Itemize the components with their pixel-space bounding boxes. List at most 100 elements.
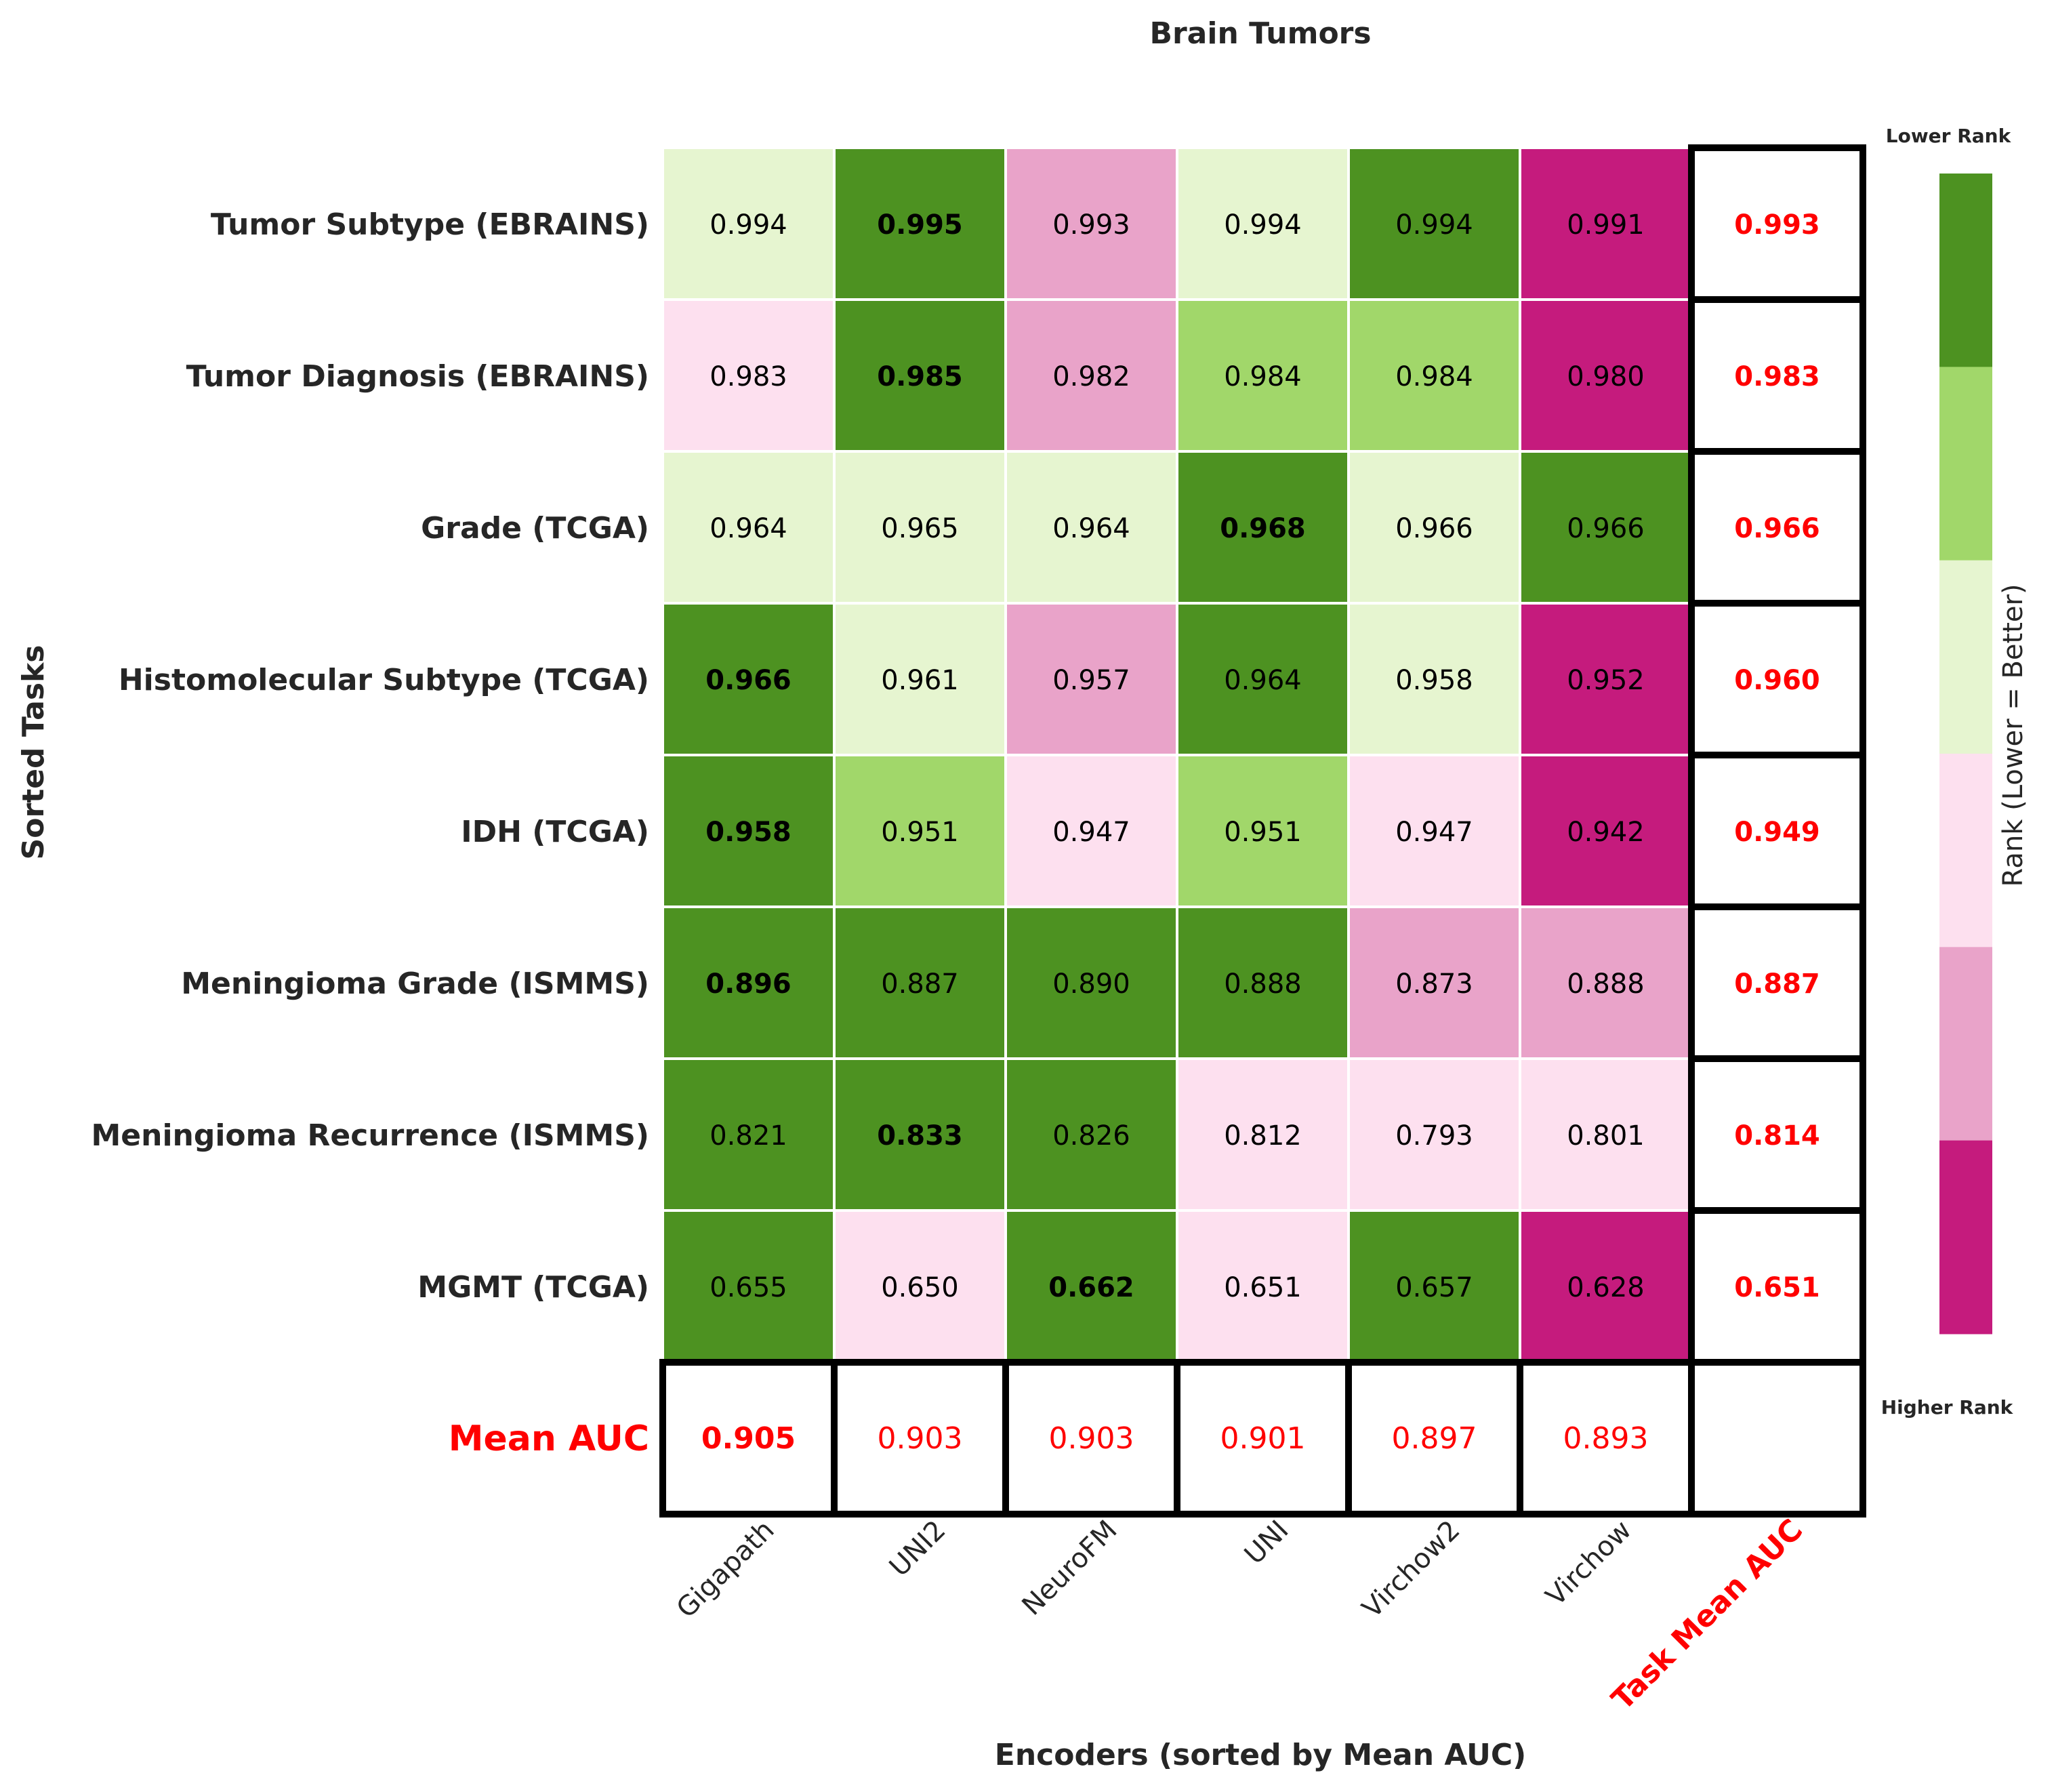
cell-value: 0.887 bbox=[881, 969, 959, 1000]
colorbar-segment bbox=[1939, 367, 1992, 561]
heatmap-cell bbox=[1519, 450, 1693, 605]
cell-value: 0.964 bbox=[1052, 513, 1130, 544]
cell-value: 0.655 bbox=[710, 1272, 787, 1303]
heatmap-cell bbox=[1347, 1057, 1521, 1212]
column-label: UNI bbox=[1239, 1515, 1295, 1571]
cell-value: 0.964 bbox=[710, 513, 787, 544]
heatmap-cell bbox=[1176, 1209, 1350, 1364]
column-label: Virchow bbox=[1540, 1515, 1638, 1612]
cell-value: 0.966 bbox=[1567, 513, 1645, 544]
cell-value: 0.983 bbox=[710, 361, 787, 392]
heatmap-cell bbox=[661, 1057, 836, 1212]
task-mean-value: 0.983 bbox=[1734, 361, 1820, 392]
task-mean-column-label: Task Mean AUC bbox=[1605, 1513, 1810, 1717]
cell-value: 0.812 bbox=[1224, 1120, 1302, 1152]
column-label: NeuroFM bbox=[1016, 1515, 1124, 1622]
cell-value: 0.994 bbox=[1395, 209, 1473, 241]
cell-value: 0.650 bbox=[881, 1272, 959, 1303]
heatmap-cell bbox=[661, 754, 836, 908]
mean-auc-value: 0.903 bbox=[878, 1421, 963, 1456]
task-mean-cell bbox=[1688, 296, 1866, 455]
heatmap-cell bbox=[1004, 298, 1178, 453]
colorbar: Lower Rank Higher Rank Rank (Lower = Bet… bbox=[1881, 125, 2029, 1419]
cell-value: 0.994 bbox=[710, 209, 787, 241]
row-labels: Tumor Subtype (EBRAINS) Tumor Diagnosis (… bbox=[91, 207, 650, 1459]
cell-value: 0.826 bbox=[1052, 1120, 1130, 1152]
mean-auc-row-label: Mean AUC bbox=[449, 1419, 649, 1459]
mean-auc-value: 0.901 bbox=[1220, 1421, 1306, 1456]
colorbar-top-label: Lower Rank bbox=[1886, 125, 2012, 147]
column-label: Virchow2 bbox=[1357, 1515, 1466, 1625]
column-labels: Gigapath UNI2 NeuroFM UNI Virchow2 VirchowTas… bbox=[671, 1513, 1810, 1717]
cell-value: 0.888 bbox=[1567, 969, 1645, 1000]
heatmap-cell bbox=[833, 146, 1007, 301]
cell-value: 0.793 bbox=[1395, 1120, 1473, 1152]
heatmap-cell bbox=[1347, 298, 1521, 453]
cell-value: 0.966 bbox=[1395, 513, 1473, 544]
heatmap-cell bbox=[1519, 602, 1693, 756]
mean-auc-cell bbox=[1345, 1359, 1523, 1518]
heatmap-cell bbox=[1004, 450, 1178, 605]
cell-value: 0.984 bbox=[1224, 361, 1302, 392]
mean-auc-cell bbox=[659, 1359, 838, 1518]
cell-value: 0.961 bbox=[881, 665, 959, 696]
cell-value: 0.964 bbox=[1224, 665, 1302, 696]
task-mean-value: 0.651 bbox=[1734, 1272, 1820, 1303]
cell-value: 0.873 bbox=[1395, 969, 1473, 1000]
mean-auc-value: 0.903 bbox=[1049, 1421, 1134, 1456]
cell-value: 0.991 bbox=[1567, 209, 1645, 241]
mean-auc-value: 0.897 bbox=[1392, 1421, 1477, 1456]
column-label: Gigapath bbox=[671, 1515, 781, 1625]
heatmap-cell bbox=[833, 1209, 1007, 1364]
colorbar-segment bbox=[1939, 1140, 1992, 1335]
cell-value: 0.833 bbox=[877, 1120, 963, 1152]
heatmap-cell bbox=[833, 450, 1007, 605]
task-mean-value: 0.887 bbox=[1734, 969, 1820, 1000]
mean-auc-cell bbox=[1517, 1359, 1695, 1518]
y-axis-label: Sorted Tasks bbox=[16, 645, 51, 860]
heatmap-cell bbox=[1176, 1057, 1350, 1212]
cell-value: 0.958 bbox=[1395, 665, 1473, 696]
heatmap-cell bbox=[1004, 754, 1178, 908]
cell-value: 0.662 bbox=[1048, 1272, 1134, 1303]
cell-value: 0.947 bbox=[1395, 817, 1473, 848]
colorbar-segment bbox=[1939, 754, 1992, 948]
row-label: MGMT (TCGA) bbox=[417, 1270, 649, 1305]
heatmap-cells: 0.994 0.995 0.993 0.994 0.994 0.991 0.993 0.983… bbox=[659, 144, 1866, 1518]
heatmap-cell bbox=[1347, 1209, 1521, 1364]
task-mean-value: 0.966 bbox=[1734, 513, 1820, 544]
row-label: Tumor Subtype (EBRAINS) bbox=[211, 207, 649, 242]
cell-value: 0.966 bbox=[705, 665, 791, 696]
cell-value: 0.896 bbox=[705, 969, 791, 1000]
cell-value: 0.993 bbox=[1052, 209, 1130, 241]
task-mean-value: 0.949 bbox=[1734, 817, 1820, 848]
cell-value: 0.968 bbox=[1220, 513, 1306, 544]
heatmap-cell bbox=[1347, 450, 1521, 605]
heatmap-cell bbox=[833, 602, 1007, 756]
heatmap-cell bbox=[833, 905, 1007, 1060]
mean-auc-value: 0.905 bbox=[701, 1421, 796, 1456]
cell-value: 0.958 bbox=[705, 817, 791, 848]
x-axis-label: Encoders (sorted by Mean AUC) bbox=[995, 1738, 1526, 1772]
cell-value: 0.994 bbox=[1224, 209, 1302, 241]
cell-value: 0.984 bbox=[1395, 361, 1473, 392]
heatmap-cell bbox=[661, 602, 836, 756]
mean-auc-cell bbox=[1174, 1359, 1352, 1518]
cell-value: 0.651 bbox=[1224, 1272, 1302, 1303]
heatmap-cell bbox=[661, 298, 836, 453]
cell-value: 0.995 bbox=[877, 209, 963, 241]
cell-value: 0.951 bbox=[1224, 817, 1302, 848]
heatmap-cell bbox=[1004, 146, 1178, 301]
colorbar-segment bbox=[1939, 174, 1992, 367]
cell-value: 0.657 bbox=[1395, 1272, 1473, 1303]
cell-value: 0.952 bbox=[1567, 665, 1645, 696]
task-mean-cell bbox=[1688, 1207, 1866, 1366]
row-label: Tumor Diagnosis (EBRAINS) bbox=[186, 359, 649, 394]
mean-auc-value: 0.893 bbox=[1563, 1421, 1649, 1456]
heatmap-cell bbox=[661, 1209, 836, 1364]
task-mean-value: 0.993 bbox=[1734, 209, 1820, 241]
heatmap-cell bbox=[661, 905, 836, 1060]
cell-value: 0.888 bbox=[1224, 969, 1302, 1000]
row-label: Meningioma Recurrence (ISMMS) bbox=[91, 1118, 650, 1153]
